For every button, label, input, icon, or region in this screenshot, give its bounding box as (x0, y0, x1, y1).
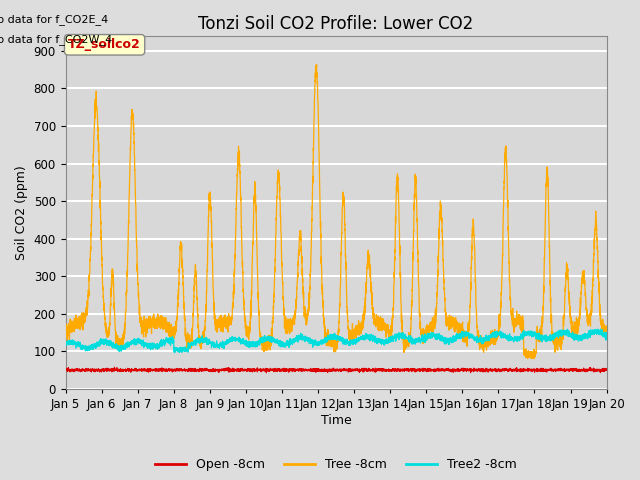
Legend: Open -8cm, Tree -8cm, Tree2 -8cm: Open -8cm, Tree -8cm, Tree2 -8cm (150, 453, 522, 476)
X-axis label: Time: Time (321, 414, 351, 427)
Y-axis label: Soil CO2 (ppm): Soil CO2 (ppm) (15, 165, 28, 260)
Text: TZ_soilco2: TZ_soilco2 (68, 38, 141, 51)
Text: No data for f_CO2W_4: No data for f_CO2W_4 (0, 34, 112, 45)
Title: Tonzi Soil CO2 Profile: Lower CO2: Tonzi Soil CO2 Profile: Lower CO2 (198, 15, 474, 33)
Text: No data for f_CO2E_4: No data for f_CO2E_4 (0, 14, 108, 25)
